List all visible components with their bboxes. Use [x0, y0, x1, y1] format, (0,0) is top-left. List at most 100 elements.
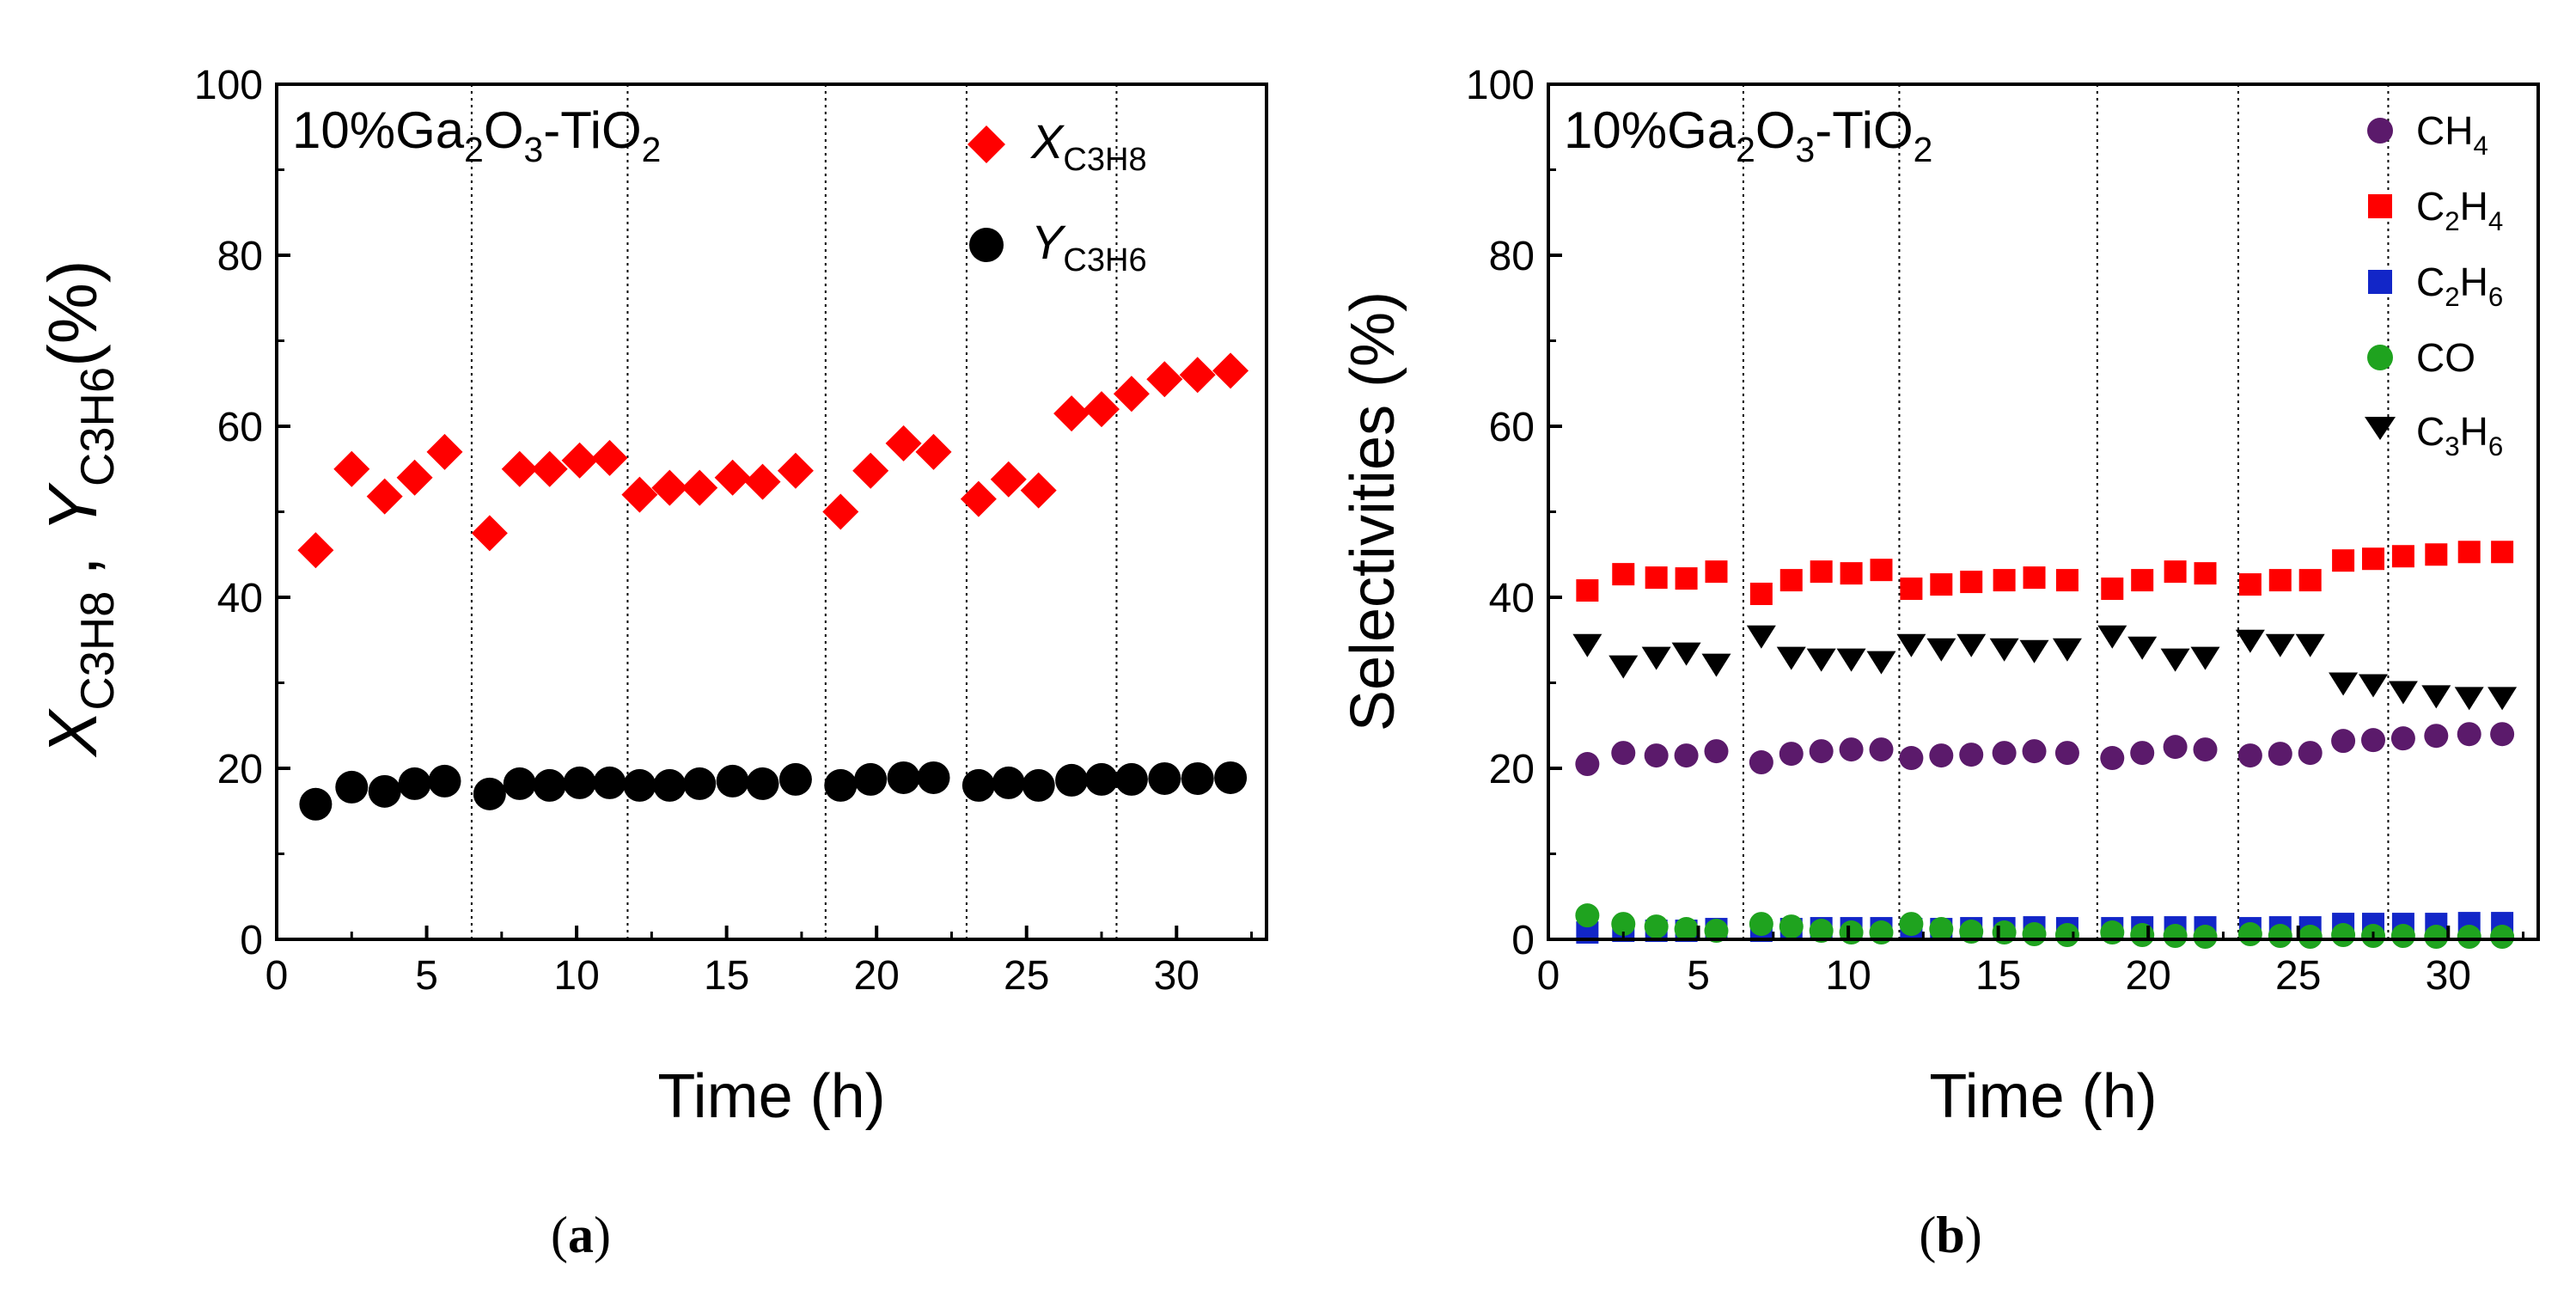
marker-x-c3h8: [501, 450, 538, 487]
marker-x-c3h8: [822, 493, 859, 530]
catalyst-label: 10%Ga2O3-TiO2: [1564, 101, 1932, 169]
marker-c3h6: [1866, 651, 1896, 675]
marker-y-c3h6: [683, 767, 717, 800]
marker-x-c3h8: [1146, 361, 1183, 398]
marker-y-c3h6: [593, 766, 626, 799]
marker-ch4: [1749, 750, 1773, 775]
marker-c2h4: [1960, 571, 1983, 594]
marker-x-c3h8: [471, 515, 508, 552]
marker-c2h4: [2332, 549, 2355, 572]
marker-c2h4: [2101, 578, 2124, 601]
marker-ch4: [2298, 741, 2323, 766]
marker-ch4: [2193, 737, 2218, 762]
marker-co: [2163, 924, 2188, 949]
marker-co: [1809, 919, 1834, 944]
marker-x-c3h8: [885, 425, 922, 462]
y-axis-label: Selectivities (%): [1339, 291, 1407, 731]
marker-x-c3h8: [681, 469, 718, 506]
marker-x-c3h8: [561, 442, 598, 479]
x-tick-label: 0: [266, 953, 289, 999]
marker-y-c3h6: [778, 762, 812, 796]
x-tick-label: 30: [2426, 953, 2471, 999]
marker-co: [2424, 925, 2449, 950]
marker-y-c3h6: [1148, 761, 1181, 795]
marker-c2h4: [1930, 573, 1953, 596]
x-tick-label: 5: [415, 953, 438, 999]
marker-y-c3h6: [428, 764, 461, 798]
y-tick-label: 60: [1489, 405, 1535, 450]
x-tick-label: 25: [1004, 953, 1049, 999]
marker-co: [2237, 922, 2262, 947]
panel-b: 0 5 10 15 20 25 30 0 20 40 60 80 100 10%Ga2O3-TiO2 C…: [1339, 63, 2540, 1263]
marker-c2h4: [2391, 545, 2414, 568]
marker-ch4: [2054, 741, 2079, 766]
marker-c3h6: [1746, 625, 1776, 649]
marker-co: [2490, 925, 2515, 950]
y-tick-label: 80: [217, 234, 263, 279]
marker-co: [1704, 919, 1729, 944]
y-axis-label: XC3H8,YC3H6(%): [34, 260, 124, 759]
panel-label-a: (a): [551, 1207, 611, 1263]
marker-y-c3h6: [368, 774, 401, 808]
y-tick-label: 20: [1489, 747, 1535, 792]
marker-y-c3h6: [1085, 762, 1118, 796]
marker-c2h4: [1645, 566, 1668, 590]
marker-c2h4: [1675, 567, 1698, 590]
marker-c3h6: [2265, 633, 2295, 657]
x-axis-label: Time (h): [657, 1062, 885, 1131]
marker-ch4: [2022, 739, 2047, 764]
y-tick-label: 20: [217, 747, 263, 792]
marker-ch4: [1839, 737, 1864, 762]
marker-ch4: [1704, 739, 1729, 764]
marker-c3h6: [2097, 625, 2127, 649]
marker-x-c3h8: [1084, 391, 1120, 428]
marker-y-c3h6: [335, 770, 369, 804]
legend: XC3H8 YC3H6: [968, 114, 1147, 278]
legend-marker-c3h6: [2365, 417, 2396, 440]
marker-c3h6: [1671, 642, 1701, 666]
legend-label-c3h6: C3H6: [2416, 409, 2503, 462]
y-tick-label: 0: [240, 918, 263, 963]
marker-ch4: [2237, 743, 2262, 768]
marker-x-c3h8: [1113, 376, 1150, 413]
marker-y-c3h6: [992, 766, 1025, 799]
x-tick-label: 20: [2125, 953, 2170, 999]
marker-c3h6: [2190, 646, 2220, 670]
marker-x-c3h8: [744, 463, 781, 500]
phase-dividers: [470, 84, 1118, 939]
marker-y-c3h6: [887, 761, 920, 794]
marker-ch4: [1899, 746, 1924, 771]
marker-c2h4: [1576, 579, 1599, 602]
legend-label-y-c3h6: YC3H6: [1031, 215, 1147, 278]
legend-label-x-c3h8: XC3H8: [1029, 114, 1147, 178]
marker-co: [2193, 925, 2218, 950]
marker-x-c3h8: [426, 433, 463, 470]
marker-c3h6: [2019, 639, 2049, 663]
marker-ch4: [2490, 722, 2515, 747]
marker-c3h6: [2388, 681, 2418, 705]
marker-co: [2390, 924, 2415, 949]
x-tick-label: 5: [1687, 953, 1710, 999]
marker-c3h6: [1926, 638, 1956, 662]
marker-c3h6: [2295, 633, 2325, 657]
marker-x-c3h8: [621, 476, 658, 513]
marker-c2h4: [1993, 569, 2016, 592]
marker-c3h6: [1836, 648, 1866, 672]
marker-c2h4: [2268, 569, 2292, 592]
marker-ch4: [2268, 742, 2292, 767]
marker-y-c3h6: [824, 768, 858, 802]
marker-c2h4: [2023, 566, 2046, 590]
x-tick-label: 10: [1825, 953, 1871, 999]
marker-co: [1749, 912, 1773, 937]
marker-x-c3h8: [852, 452, 889, 489]
legend: CH4 C2H4 C2H6 CO C3H6: [2365, 108, 2503, 462]
marker-co: [1644, 914, 1669, 939]
marker-y-c3h6: [473, 777, 506, 810]
marker-y-c3h6: [533, 768, 566, 802]
marker-ch4: [1674, 743, 1699, 768]
marker-co: [2022, 922, 2047, 947]
marker-y-c3h6: [398, 767, 431, 800]
marker-c2h4: [2298, 569, 2322, 592]
plot-frame: [275, 83, 1268, 941]
